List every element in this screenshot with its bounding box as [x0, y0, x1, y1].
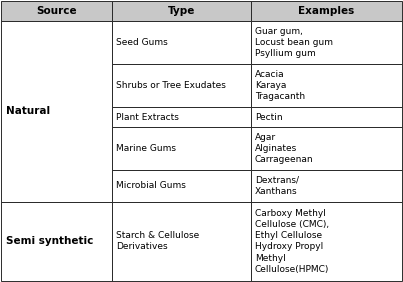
- Bar: [1, 1, 112, 21]
- Text: Marine Gums: Marine Gums: [116, 144, 177, 153]
- Bar: [112, 1, 251, 21]
- Text: Examples: Examples: [298, 6, 355, 16]
- Bar: [251, 64, 402, 107]
- Text: Dextrans/
Xanthans: Dextrans/ Xanthans: [255, 176, 299, 196]
- Bar: [112, 107, 251, 127]
- Bar: [1, 1, 112, 21]
- Bar: [251, 202, 402, 281]
- Bar: [112, 1, 251, 21]
- Bar: [251, 21, 402, 64]
- Bar: [112, 202, 251, 281]
- Text: Natural: Natural: [6, 106, 50, 116]
- Text: Carboxy Methyl
Cellulose (CMC),
Ethyl Cellulose
Hydroxy Propyl
Methyl
Cellulose(: Carboxy Methyl Cellulose (CMC), Ethyl Ce…: [255, 209, 329, 274]
- Bar: [112, 21, 251, 64]
- Bar: [112, 127, 251, 170]
- Text: Type: Type: [168, 6, 195, 16]
- Text: Microbial Gums: Microbial Gums: [116, 182, 186, 190]
- Text: Seed Gums: Seed Gums: [116, 38, 168, 47]
- Bar: [251, 127, 402, 170]
- Bar: [251, 107, 402, 127]
- Bar: [112, 170, 251, 202]
- Text: Starch & Cellulose
Derivatives: Starch & Cellulose Derivatives: [116, 231, 200, 252]
- Bar: [1, 202, 112, 281]
- Bar: [112, 64, 251, 107]
- Text: Shrubs or Tree Exudates: Shrubs or Tree Exudates: [116, 81, 226, 90]
- Text: Source: Source: [36, 6, 77, 16]
- Bar: [1, 21, 112, 202]
- Bar: [251, 1, 402, 21]
- Text: Plant Extracts: Plant Extracts: [116, 113, 179, 122]
- Text: Pectin: Pectin: [255, 113, 283, 122]
- Bar: [251, 1, 402, 21]
- Text: Acacia
Karaya
Tragacanth: Acacia Karaya Tragacanth: [255, 70, 305, 101]
- Text: Semi synthetic: Semi synthetic: [6, 236, 93, 246]
- Bar: [251, 170, 402, 202]
- Text: Guar gum,
Locust bean gum
Psyllium gum: Guar gum, Locust bean gum Psyllium gum: [255, 27, 333, 58]
- Text: Agar
Alginates
Carrageenan: Agar Alginates Carrageenan: [255, 133, 314, 164]
